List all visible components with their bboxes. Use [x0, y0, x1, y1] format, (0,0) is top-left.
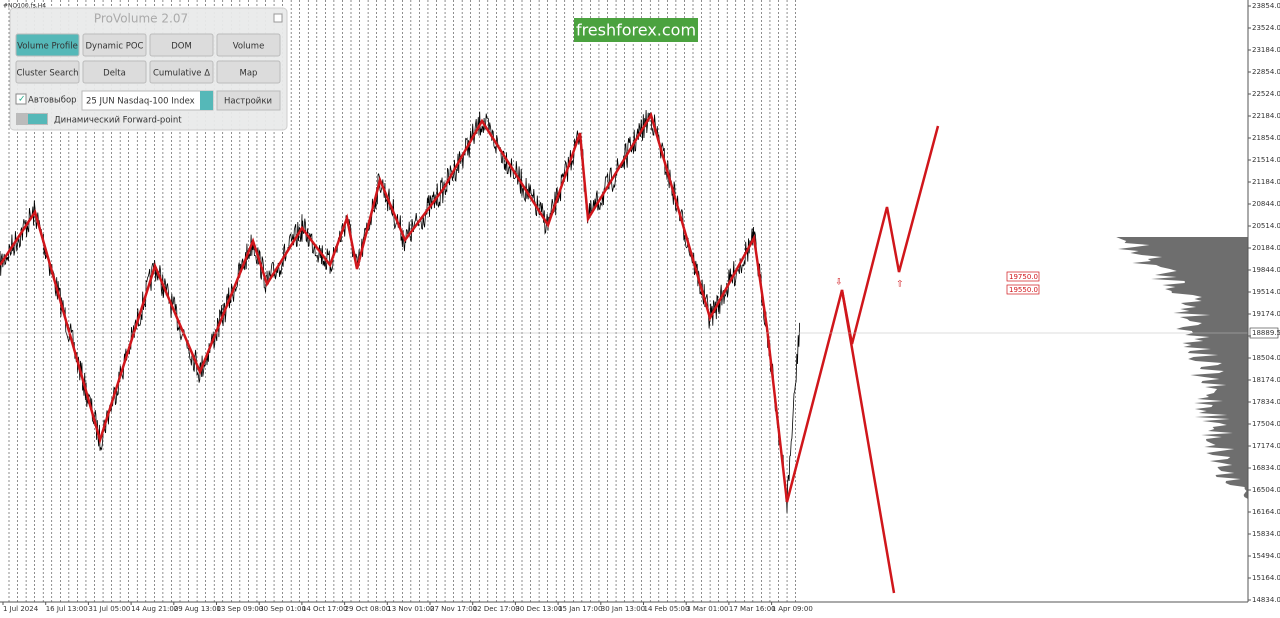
arrow-down: ⇩ [835, 278, 843, 288]
price-label: 15494.0 [1252, 552, 1280, 560]
price-label: 20514.0 [1252, 222, 1280, 230]
time-label: 3 Mar 01:00 [686, 605, 728, 613]
time-label: 30 Jan 13:00 [601, 605, 645, 613]
tool-button-label: Volume Profile [17, 42, 78, 52]
time-label: 14 Feb 05:00 [644, 605, 690, 613]
time-label: 17 Mar 16:00 [729, 605, 776, 613]
price-label: 17504.0 [1252, 420, 1280, 428]
settings-button[interactable] [216, 90, 281, 111]
level-box [1006, 284, 1040, 295]
price-label: 18504.0 [1252, 354, 1280, 362]
price-label: 16164.0 [1252, 508, 1280, 516]
level-box [1006, 271, 1040, 282]
time-label: 14 Oct 17:00 [302, 605, 348, 613]
select-arrow[interactable] [200, 91, 213, 110]
tool-button[interactable] [82, 33, 147, 57]
symbol: #NQ100.fs,H4 [3, 3, 46, 10]
price-label: 21184.0 [1252, 178, 1280, 186]
tool-button[interactable] [216, 60, 281, 84]
buttons: Volume Profile Dynamic POC DOM Volume Cluste… [15, 33, 281, 84]
price-label: 22184.0 [1252, 112, 1280, 120]
time-label: 13 Sep 09:00 [217, 605, 264, 613]
current-price-box [1249, 327, 1279, 339]
arrow-up: ⇧ [896, 280, 904, 290]
price-label: 23854.0 [1252, 2, 1280, 10]
tool-button-label: Delta [103, 69, 126, 79]
toggle-knob [28, 114, 47, 124]
price-label: 18174.0 [1252, 376, 1280, 384]
tool-button[interactable] [82, 60, 147, 84]
level-label: 19550.0 [1009, 286, 1038, 294]
watermark: freshforex.com [576, 21, 696, 40]
time-label: 16 Jul 13:00 [46, 605, 88, 613]
time-label: 12 Dec 17:00 [473, 605, 520, 613]
time-label: 1 Apr 09:00 [772, 605, 813, 613]
time-label: 30 Sep 01:00 [259, 605, 306, 613]
settings: Настройки [224, 97, 272, 107]
tool-button-label: Dynamic POC [86, 42, 144, 52]
tool-button[interactable] [15, 60, 80, 84]
price-label: 21514.0 [1252, 156, 1280, 164]
price-label: 20184.0 [1252, 244, 1280, 252]
price-label: 15164.0 [1252, 574, 1280, 582]
time-label: 30 Dec 13:00 [515, 605, 562, 613]
tool-button-label: Cumulative Δ [153, 69, 210, 79]
current-price: 18889.5 [1252, 329, 1280, 337]
price-label: 22854.0 [1252, 68, 1280, 76]
close[interactable] [273, 13, 283, 23]
tool-button[interactable] [149, 60, 214, 84]
time-label: 13 Nov 01:00 [387, 605, 434, 613]
forward-point: Динамический Forward-point [54, 116, 182, 126]
instrument: 25 JUN Nasdaq-100 Index [86, 97, 195, 107]
tool-button[interactable] [15, 33, 80, 57]
price-label: 19174.0 [1252, 310, 1280, 318]
watermark-bg [574, 18, 698, 42]
time-label: 29 Oct 08:00 [345, 605, 391, 613]
time-label: 15 Jan 17:00 [558, 605, 602, 613]
time-label: 31 Jul 05:00 [88, 605, 130, 613]
tool-button-label: Volume [233, 42, 265, 52]
price-label: 14834.0 [1252, 596, 1280, 604]
price-label: 21854.0 [1252, 134, 1280, 142]
tool-button-label: DOM [171, 42, 192, 52]
price-label: 17834.0 [1252, 398, 1280, 406]
check: ✓ [18, 95, 26, 105]
time-label: 1 Jul 2024 [3, 605, 39, 613]
time-label: 29 Aug 13:00 [174, 605, 221, 613]
level-label: 19750.0 [1009, 273, 1038, 281]
tool-button-label: Cluster Search [16, 69, 78, 79]
price-label: 19844.0 [1252, 266, 1280, 274]
price-label: 19514.0 [1252, 288, 1280, 296]
projection [840, 289, 896, 594]
price-label: 16834.0 [1252, 464, 1280, 472]
time-label: 14 Aug 21:00 [131, 605, 178, 613]
tool-button-label: Map [240, 69, 258, 79]
price-label: 23184.0 [1252, 46, 1280, 54]
price-label: 20844.0 [1252, 200, 1280, 208]
volume-profile [1116, 237, 1248, 500]
price-label: 16504.0 [1252, 486, 1280, 494]
price-label: 17174.0 [1252, 442, 1280, 450]
checkbox[interactable] [15, 93, 27, 105]
panel-title: ProVolume 2.07 [94, 12, 188, 26]
price-label: 15834.0 [1252, 530, 1280, 538]
panel: ProVolume 2.07 Volume Profile Dynamic POC… [9, 7, 288, 131]
time-label: 27 Nov 17:00 [430, 605, 477, 613]
zigzag [0, 111, 940, 503]
tool-button[interactable] [149, 33, 214, 57]
auto-select: Автовыбор [28, 96, 77, 106]
tool-button[interactable] [216, 33, 281, 57]
price-label: 23524.0 [1252, 24, 1280, 32]
price-label: 22524.0 [1252, 90, 1280, 98]
